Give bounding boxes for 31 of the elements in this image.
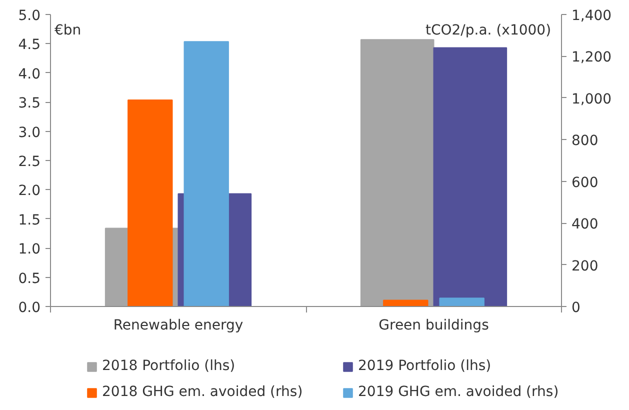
y2-axis-title: tCO2/p.a. (x1000) xyxy=(425,22,552,38)
x-tick-label: Green buildings xyxy=(378,318,489,334)
y-tick-label: 1.0 xyxy=(18,242,40,258)
y-tick-label: 3.5 xyxy=(18,96,40,112)
bar xyxy=(383,300,428,306)
y2-tick-label: 200 xyxy=(572,258,598,274)
y2-tick-label: 600 xyxy=(572,174,598,191)
bar xyxy=(360,39,434,306)
y-tick-label: 0.5 xyxy=(18,270,40,287)
y-axis-title: €bn xyxy=(54,22,82,38)
x-tick-label: Renewable energy xyxy=(113,318,244,334)
y2-tick-label: 1,400 xyxy=(572,8,612,24)
legend-label: 2018 GHG em. avoided (rhs) xyxy=(102,384,304,400)
y2-tick-label: 0 xyxy=(572,300,580,316)
y2-tick-label: 1,200 xyxy=(572,50,612,66)
y-tick-label: 1.5 xyxy=(18,212,40,228)
y-tick-label: 4.5 xyxy=(18,37,40,54)
y-tick-label: 2.5 xyxy=(18,154,40,170)
y2-tick-label: 1,000 xyxy=(572,91,612,108)
y2-tick-label: 800 xyxy=(572,133,598,150)
y-tick-label: 5.0 xyxy=(18,8,40,24)
y-tick-label: 4.0 xyxy=(18,66,40,82)
y-tick-label: 3.0 xyxy=(18,124,40,141)
bar xyxy=(433,47,508,306)
legend-label: 2019 GHG em. avoided (rhs) xyxy=(358,384,560,400)
bar xyxy=(439,298,484,306)
y2-tick-label: 400 xyxy=(572,216,598,233)
legend-label: 2018 Portfolio (lhs) xyxy=(102,358,236,374)
legend-label: 2019 Portfolio (lhs) xyxy=(358,358,492,374)
y-tick-label: 0.0 xyxy=(18,300,40,316)
y-tick-label: 2.0 xyxy=(18,183,40,200)
